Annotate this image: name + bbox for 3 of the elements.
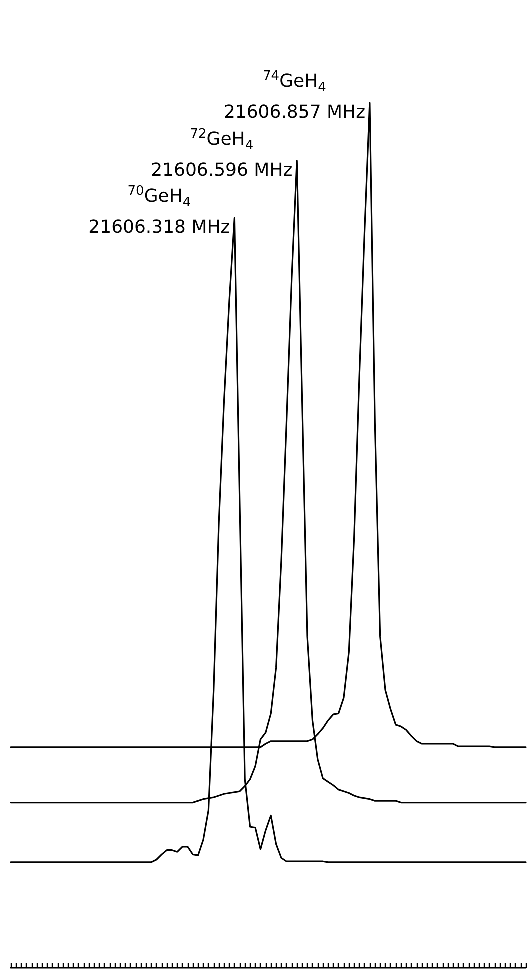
annotation: $^{70}$GeH$_{4}$ 21606.318 MHz xyxy=(88,183,230,240)
annotation: $^{74}$GeH$_{4}$ 21606.857 MHz xyxy=(224,68,366,125)
annotation: $^{72}$GeH$_{4}$ 21606.596 MHz xyxy=(151,126,293,183)
